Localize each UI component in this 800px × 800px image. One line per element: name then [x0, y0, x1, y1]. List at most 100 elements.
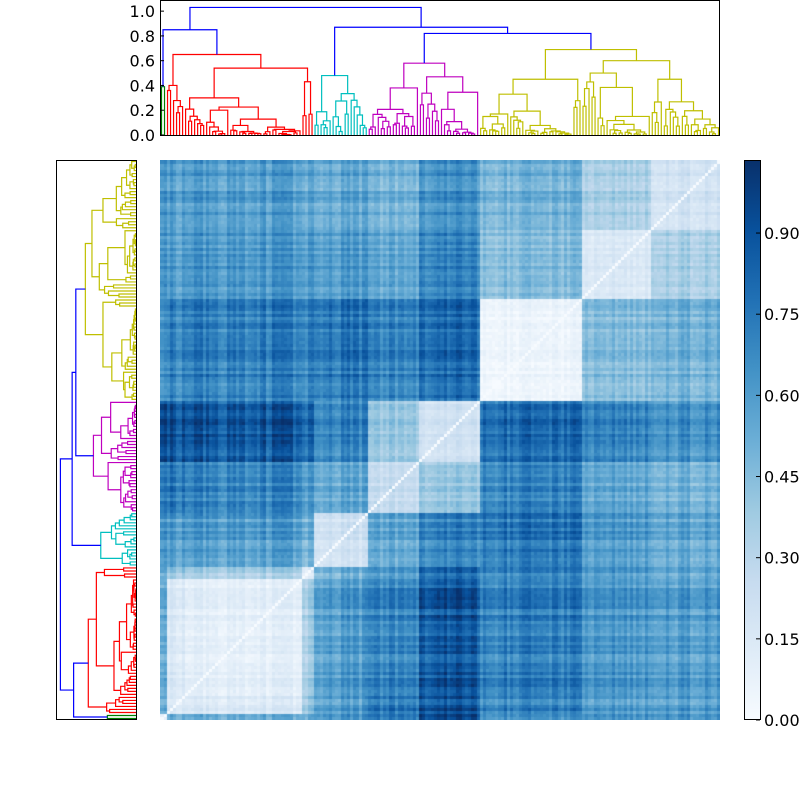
dendrogram-link [132, 178, 136, 185]
dendrogram-link [219, 133, 226, 135]
dendrogram-link [544, 48, 638, 80]
dendrogram-link [160, 86, 166, 135]
dendrogram-link [483, 130, 488, 135]
dendrogram-link [121, 339, 131, 367]
dendrogram-link [209, 126, 219, 135]
dendrogram-link [123, 567, 136, 572]
dendrogram-link [123, 531, 136, 536]
dendrogram-link [380, 128, 385, 135]
dendrogram-link [84, 242, 103, 336]
dendrogram-link [410, 125, 416, 135]
dendrogram-link [100, 416, 112, 454]
dendrogram-link [129, 164, 133, 176]
dendrogram-link [589, 72, 617, 88]
dendrogram-link [627, 132, 632, 135]
dendrogram-link [100, 531, 123, 559]
dendrogram-link [642, 133, 647, 135]
dendrogram-link [404, 127, 409, 135]
left-dendrogram-frame [56, 160, 137, 720]
dendrogram-link [109, 708, 136, 714]
dendrogram-link [121, 203, 136, 211]
dendrogram-link [113, 640, 121, 691]
dendrogram-link [288, 130, 301, 135]
dendrogram-link [510, 116, 518, 135]
dendrogram-link [131, 160, 136, 169]
dendrogram-link [132, 603, 136, 608]
dendrogram-link [127, 440, 136, 446]
dendrogram-link [690, 124, 699, 135]
dendrogram-link [612, 132, 617, 135]
dendrogram-link [134, 404, 136, 409]
dendrogram-link [122, 699, 136, 705]
dendrogram-link [431, 110, 438, 135]
dendrogram-link [189, 6, 422, 30]
dendrogram-link [495, 130, 500, 135]
dendrogram-link [574, 100, 581, 135]
dendrogram-link [338, 130, 343, 135]
dendrogram-link [254, 132, 260, 135]
dendrogram-link [597, 117, 604, 135]
dendrogram-link [132, 319, 135, 330]
dendrogram-link [657, 78, 683, 102]
dendrogram-link [599, 86, 633, 119]
top-dendrogram-frame [160, 0, 720, 136]
dendrogram-link [131, 513, 136, 518]
dendrogram-link [131, 471, 136, 476]
dendrogram-link [132, 428, 136, 434]
dendrogram-link [122, 371, 136, 391]
dendrogram-link [665, 108, 674, 126]
dendrogram-link [134, 257, 136, 262]
dendrogram-link [133, 663, 136, 668]
dendrogram-link [131, 323, 135, 336]
colorbar-tick-label: 0.15 [764, 630, 800, 649]
dendrogram-link [131, 495, 136, 500]
dendrogram-link [134, 335, 136, 340]
dendrogram-link [189, 115, 198, 122]
dendrogram-link [124, 381, 133, 398]
dendrogram-y-tick-label: 0.8 [130, 27, 155, 46]
dendrogram-link [513, 110, 541, 126]
dendrogram-link [423, 32, 592, 64]
dendrogram-link [482, 115, 499, 129]
dendrogram-link [711, 133, 717, 135]
dendrogram-link [602, 60, 671, 80]
dendrogram-link [618, 132, 623, 135]
dendrogram-link [129, 675, 136, 680]
dendrogram-link [107, 290, 136, 297]
dendrogram-link [131, 411, 135, 425]
dendrogram-link [501, 127, 506, 135]
dendrogram-link [440, 108, 455, 135]
dendrogram-link [123, 497, 132, 508]
colorbar-tick-label: 0.30 [764, 549, 800, 568]
dendrogram-link [541, 131, 548, 135]
dendrogram-link [59, 458, 74, 691]
dendrogram-link [127, 687, 136, 692]
dendrogram-link [129, 514, 136, 521]
dendrogram-link [461, 132, 467, 135]
dendrogram-link [239, 131, 245, 135]
dendrogram-link [651, 112, 658, 135]
dendrogram-link [125, 603, 132, 641]
dendrogram-link [372, 113, 383, 127]
dendrogram-link [480, 127, 486, 135]
dendrogram-link [132, 238, 135, 254]
dendrogram-link [200, 124, 205, 135]
dendrogram-link [125, 169, 130, 186]
dendrogram-link [321, 74, 349, 112]
dendrogram-link [132, 642, 136, 647]
dendrogram-link [87, 618, 107, 708]
heatmap [160, 160, 720, 720]
dendrogram-link [106, 714, 136, 720]
dendrogram-link [278, 132, 288, 135]
colorbar-tick-label: 0.90 [764, 224, 800, 243]
dendrogram-link [565, 133, 572, 135]
dendrogram-link [121, 552, 131, 565]
dendrogram-link [124, 493, 136, 503]
dendrogram-link [120, 651, 136, 671]
dendrogram-link [293, 132, 298, 135]
dendrogram-link [681, 115, 688, 135]
dendrogram-link [362, 127, 367, 135]
dendrogram-link [134, 633, 136, 638]
dendrogram-link [134, 310, 136, 321]
dendrogram-link [130, 504, 136, 510]
